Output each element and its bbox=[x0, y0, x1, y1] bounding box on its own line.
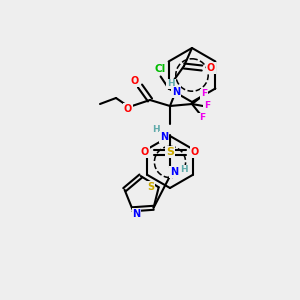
Text: N: N bbox=[170, 167, 178, 177]
Text: F: F bbox=[204, 101, 210, 110]
Text: H: H bbox=[152, 125, 160, 134]
Text: F: F bbox=[201, 89, 207, 98]
Text: O: O bbox=[207, 63, 215, 73]
Text: F: F bbox=[199, 113, 205, 122]
Text: S: S bbox=[166, 147, 174, 157]
Text: O: O bbox=[124, 104, 132, 114]
Text: O: O bbox=[131, 76, 139, 86]
Text: Cl: Cl bbox=[155, 64, 166, 74]
Text: H: H bbox=[180, 166, 188, 175]
Text: O: O bbox=[191, 147, 199, 157]
Text: N: N bbox=[160, 132, 168, 142]
Text: N: N bbox=[132, 209, 140, 219]
Text: O: O bbox=[141, 147, 149, 157]
Text: H: H bbox=[167, 80, 175, 88]
Text: S: S bbox=[147, 182, 154, 192]
Text: N: N bbox=[172, 87, 180, 97]
